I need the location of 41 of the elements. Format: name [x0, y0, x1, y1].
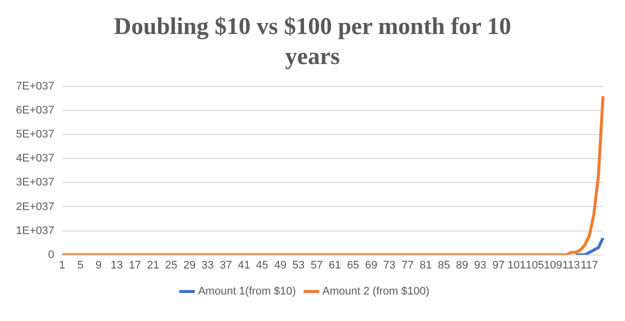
y-tick-label: 0	[48, 248, 54, 261]
x-tick-label: 109	[544, 259, 562, 272]
x-tick-label: 41	[238, 259, 250, 272]
x-tick-label: 85	[438, 259, 450, 272]
x-tick-label: 73	[383, 259, 396, 272]
x-tick-label: 113	[562, 259, 580, 272]
x-tick-label: 53	[292, 259, 305, 272]
y-tick-label: 7E+037	[16, 80, 54, 93]
x-tick-label: 45	[256, 259, 268, 272]
x-tick-label: 89	[456, 259, 468, 272]
x-tick-label: 49	[274, 259, 286, 272]
y-tick-label: 2E+037	[16, 200, 54, 213]
x-tick-label: 57	[310, 259, 323, 272]
chart-title: Doubling $10 vs $100 per month for 10 years	[112, 13, 512, 72]
x-tick-label: 5	[77, 259, 84, 272]
x-tick-label: 29	[183, 259, 196, 272]
x-tick-label: 21	[146, 259, 160, 272]
y-tick-label: 1E+037	[16, 224, 54, 237]
legend-label: Amount 2 (from $100)	[322, 286, 430, 298]
x-tick-label: 33	[202, 259, 214, 272]
x-tick-label: 117	[580, 259, 598, 272]
x-tick-label: 93	[474, 259, 486, 272]
x-tick-label: 105	[526, 259, 544, 272]
x-tick-label: 65	[346, 259, 360, 272]
x-tick-label: 97	[492, 259, 505, 272]
legend-label: Amount 1(from $10)	[198, 286, 296, 298]
y-tick-label: 5E+037	[16, 128, 54, 141]
x-tick-label: 37	[220, 259, 232, 272]
y-tick-label: 6E+037	[16, 104, 54, 117]
x-tick-label: 25	[165, 259, 178, 272]
x-tick-label: 9	[96, 259, 102, 272]
x-tick-label: 77	[401, 259, 414, 272]
y-tick-label: 4E+037	[16, 152, 54, 165]
x-tick-label: 69	[365, 259, 378, 272]
x-tick-label: 13	[110, 259, 123, 272]
x-tick-label: 17	[128, 259, 142, 272]
x-tick-label: 61	[328, 259, 342, 272]
x-tick-label: 81	[420, 259, 432, 272]
x-tick-label: 1	[59, 259, 66, 272]
x-tick-label: 101	[507, 259, 526, 272]
y-tick-label: 3E+037	[16, 176, 54, 189]
